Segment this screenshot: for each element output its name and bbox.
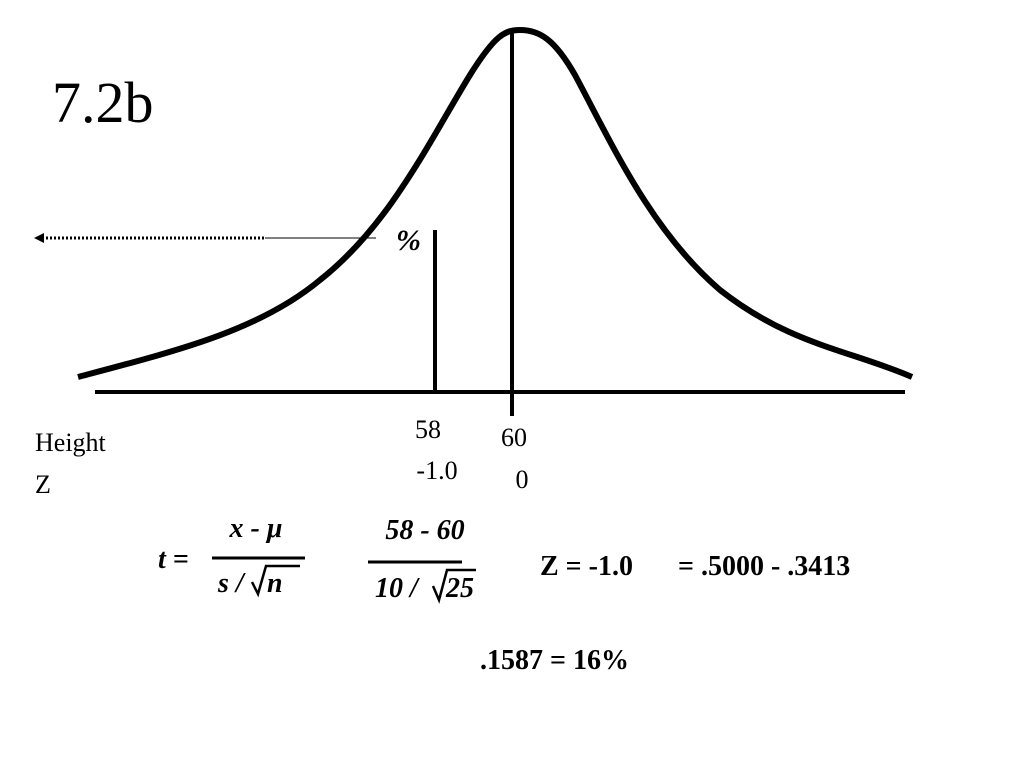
probability: = .5000 - .3413	[678, 551, 850, 582]
height-label: 60	[501, 423, 527, 452]
bell-curve	[77, 26, 914, 380]
denominator-prefix: s /	[217, 568, 246, 599]
formula-lhs: t =	[158, 544, 189, 575]
root-sign	[250, 564, 300, 598]
sub-numerator: 58 - 60	[385, 515, 464, 546]
denominator-root: n	[267, 568, 283, 599]
numerator: x - μ	[229, 513, 283, 544]
sub-denominator-prefix: 10 /	[375, 573, 420, 604]
percent-label: %	[396, 224, 421, 257]
z-value: Z = -1.0	[540, 551, 633, 582]
z-label: 0	[516, 465, 529, 494]
root-sign	[431, 568, 476, 604]
sub-denominator-root: 25	[445, 573, 474, 604]
result: .1587 = 16%	[480, 645, 629, 676]
row-label: Height	[35, 428, 107, 457]
row-label: Z	[35, 470, 51, 499]
height-label: 58	[415, 415, 441, 444]
arrow-head	[34, 233, 44, 243]
z-label: -1.0	[416, 456, 457, 485]
slide-title: 7.2b	[52, 70, 154, 135]
